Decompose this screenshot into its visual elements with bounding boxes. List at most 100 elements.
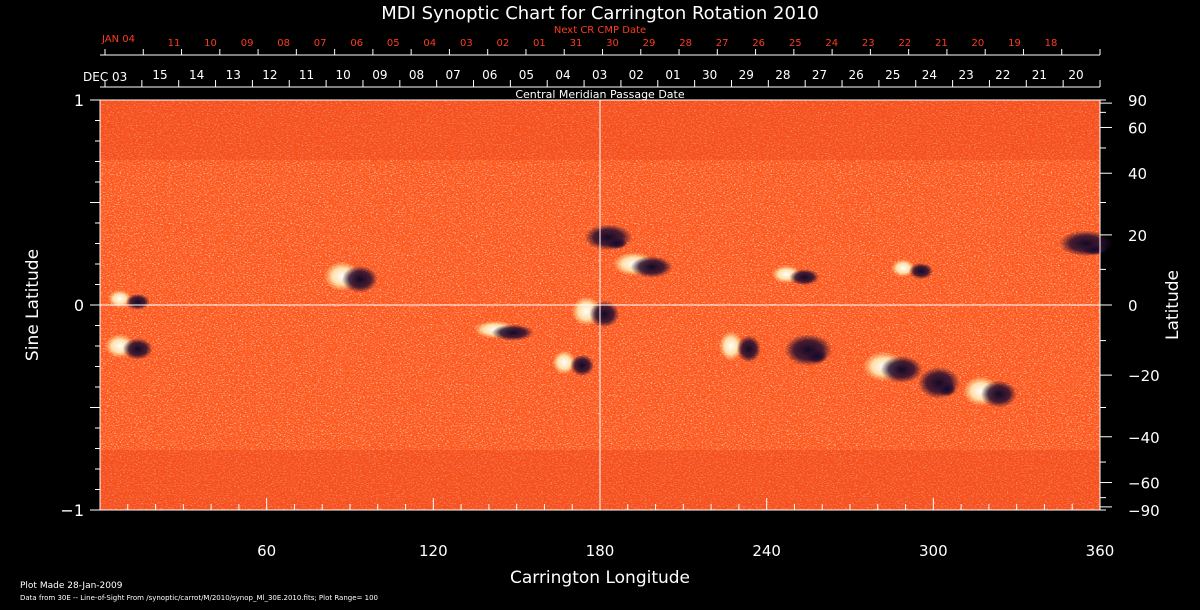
cmp-date-label: 20 <box>1068 68 1083 82</box>
next-cr-date-label: 30 <box>606 38 619 49</box>
x-tick-label: 360 <box>1086 542 1115 560</box>
y-axis-right-label: Latitude <box>1163 270 1183 340</box>
next-cr-date-label: 08 <box>277 38 290 49</box>
negative-polarity-spot <box>980 380 1017 408</box>
next-cr-date-label: 21 <box>935 38 948 49</box>
y-right-tick-label: −60 <box>1128 475 1160 493</box>
active-region <box>324 261 378 293</box>
active-region <box>584 224 633 251</box>
x-tick-label: 300 <box>919 542 948 560</box>
next-cr-date-label: 28 <box>679 38 692 49</box>
next-cr-date-label: 09 <box>241 38 254 49</box>
active-region <box>771 265 820 286</box>
next-cr-date-label: 01 <box>533 38 546 49</box>
next-cr-date-label: 11 <box>168 38 181 49</box>
negative-polarity-spot <box>880 356 923 383</box>
x-tick-label: 240 <box>752 542 781 560</box>
positive-polarity-spot <box>891 259 916 278</box>
next-cr-label: Next CR CMP Date <box>554 25 646 36</box>
negative-polarity-spot <box>784 334 833 367</box>
cmp-date-label: 23 <box>958 68 973 82</box>
active-region <box>552 350 595 377</box>
cmp-date-label: 10 <box>336 68 351 82</box>
cmp-date-label: 29 <box>739 68 754 82</box>
next-cr-date-label: 10 <box>204 38 217 49</box>
next-cr-date-label: 29 <box>643 38 656 49</box>
active-region <box>107 289 150 310</box>
positive-polarity-spot <box>107 289 132 308</box>
y-right-tick-label: 60 <box>1128 119 1147 137</box>
next-cr-date-label: 27 <box>716 38 729 49</box>
x-tick-label: 120 <box>419 542 448 560</box>
cmp-date-label: 12 <box>262 68 277 82</box>
cmp-date-label: 02 <box>629 68 644 82</box>
negative-polarity-spot <box>491 324 534 341</box>
active-region <box>612 252 673 278</box>
next-cr-date-label: 23 <box>862 38 875 49</box>
chart-title: MDI Synoptic Chart for Carrington Rotati… <box>381 3 819 24</box>
next-cr-date-label: 02 <box>497 38 510 49</box>
next-cr-start: JAN 04 <box>101 34 135 45</box>
negative-polarity-spot <box>342 265 378 293</box>
negative-polarity-spot <box>937 381 956 397</box>
magnetogram-area <box>99 99 1114 511</box>
next-cr-date-label: 05 <box>387 38 400 49</box>
y-axis-left-ticks: 1 0 −1 <box>60 91 100 520</box>
cmp-date-ticks: 15 14 13 12 11 10 09 08 07 06 05 04 03 02 01 30 29 28 27 26… <box>104 68 1101 87</box>
negative-polarity-spot <box>909 263 934 280</box>
top-axis-start: DEC 03 <box>83 70 127 84</box>
cmp-date-label: 28 <box>775 68 790 82</box>
active-region <box>784 334 833 367</box>
next-cr-date-label: 03 <box>460 38 473 49</box>
next-cr-date-label: 07 <box>314 38 327 49</box>
x-axis-ticks: 60 120 180 240 300 360 <box>99 498 1115 560</box>
cmp-date-label: 01 <box>665 68 680 82</box>
cmp-date-label: 07 <box>445 68 460 82</box>
active-region <box>962 376 1017 408</box>
negative-polarity-spot <box>122 338 153 360</box>
x-axis-label: Carrington Longitude <box>510 568 690 588</box>
next-cr-date-label: 06 <box>350 38 363 49</box>
positive-polarity-spot <box>552 350 577 375</box>
y-left-tick-label: 0 <box>74 296 84 315</box>
negative-polarity-spot <box>605 237 628 249</box>
negative-polarity-spot <box>570 354 595 377</box>
cmp-date-label: 03 <box>592 68 607 82</box>
y-right-tick-label: 90 <box>1128 92 1147 110</box>
plot-made-text: Plot Made 28-Jan-2009 <box>20 581 123 591</box>
cmp-date-label: 30 <box>702 68 717 82</box>
active-region <box>104 334 153 360</box>
y-left-tick-label: −1 <box>60 501 84 520</box>
next-cr-date-label: 31 <box>570 38 583 49</box>
data-source-text: Data from 30E -- Line-of-Sight From /syn… <box>20 594 378 602</box>
x-tick-label: 60 <box>257 542 276 560</box>
y-right-tick-label: −90 <box>1128 502 1160 520</box>
cmp-date-label: 05 <box>519 68 534 82</box>
cmp-date-label: 21 <box>1032 68 1047 82</box>
negative-polarity-spot <box>1081 244 1107 255</box>
next-cr-date-label: 18 <box>1045 38 1058 49</box>
cmp-date-label: 14 <box>189 68 204 82</box>
negative-polarity-spot <box>805 348 828 364</box>
x-tick-label: 180 <box>586 542 615 560</box>
active-region <box>571 296 620 328</box>
next-cr-date-ticks: 11 10 09 08 07 06 05 04 03 02 01 31 30 29 28 27 26 25 24 23… <box>104 38 1101 55</box>
next-cr-date-label: 20 <box>972 38 985 49</box>
negative-polarity-spot <box>630 256 673 278</box>
active-region <box>473 320 534 341</box>
active-region <box>862 351 923 383</box>
y-axis-right-ticks: 90 60 40 20 0 −20 −40 −60 −90 <box>1100 92 1160 520</box>
cmp-date-label: 22 <box>995 68 1010 82</box>
negative-polarity-spot <box>789 269 820 286</box>
next-cr-date-label: 24 <box>825 38 838 49</box>
negative-polarity-spot <box>589 300 620 328</box>
cmp-date-label: 15 <box>152 68 167 82</box>
cmp-date-label: 27 <box>812 68 827 82</box>
negative-polarity-spot <box>125 293 150 310</box>
next-cr-date-label: 25 <box>789 38 802 49</box>
positive-polarity-spot <box>718 331 743 361</box>
cmp-date-label: 06 <box>482 68 497 82</box>
y-right-tick-label: 40 <box>1128 165 1147 183</box>
cmp-date-label: 26 <box>849 68 864 82</box>
